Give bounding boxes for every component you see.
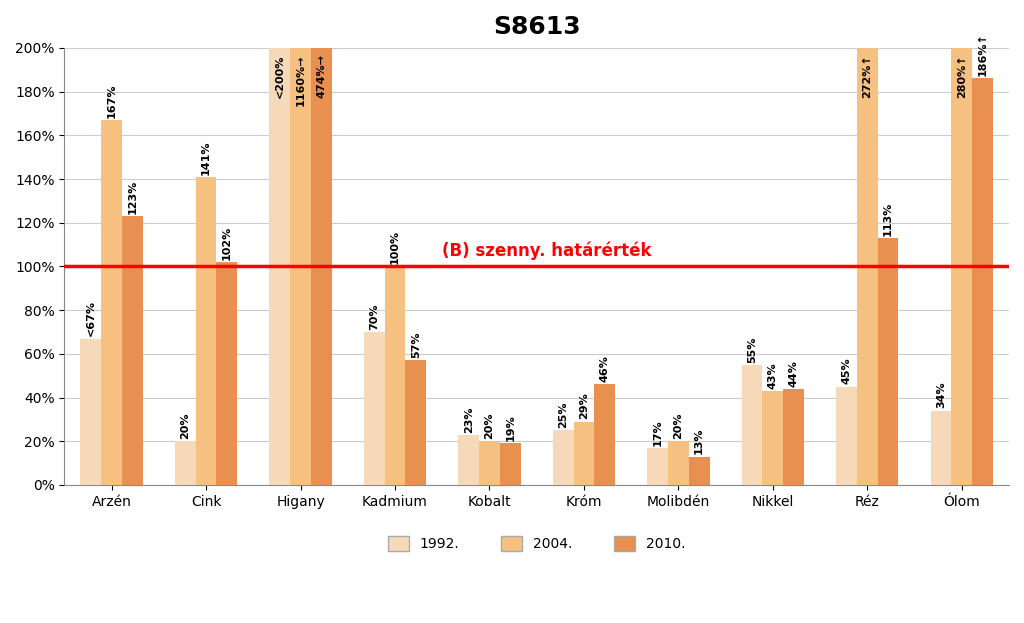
Text: 46%: 46% (600, 355, 609, 383)
Bar (269, 48, 290, 485)
Text: 474%→: 474%→ (316, 54, 327, 98)
Text: 100%: 100% (390, 230, 400, 264)
Text: 43%: 43% (768, 362, 778, 389)
Bar (479, 441, 500, 485)
Bar (290, 48, 311, 485)
Bar (500, 444, 520, 485)
Bar (459, 435, 479, 485)
Legend: 1992., 2004., 2010.: 1992., 2004., 2010. (382, 531, 691, 557)
Text: 29%: 29% (579, 392, 589, 419)
Text: <200%: <200% (274, 54, 285, 98)
Text: 55%: 55% (748, 336, 757, 363)
Text: <67%: <67% (86, 300, 96, 336)
Bar (972, 78, 993, 485)
Bar (122, 216, 142, 485)
Bar (175, 441, 196, 485)
Bar (216, 262, 238, 485)
Text: 141%: 141% (201, 140, 211, 174)
Bar (406, 361, 426, 485)
Text: 57%: 57% (411, 331, 421, 358)
Text: 280%↑: 280%↑ (956, 54, 967, 98)
Text: 20%: 20% (180, 412, 190, 439)
Text: 167%: 167% (106, 83, 117, 118)
Text: 34%: 34% (936, 382, 946, 409)
Text: 272%↑: 272%↑ (862, 54, 872, 98)
Text: 113%: 113% (883, 202, 893, 236)
Text: 186%↑: 186%↑ (978, 32, 987, 76)
Text: 17%: 17% (652, 419, 663, 445)
Text: 13%: 13% (694, 428, 705, 454)
Bar (741, 365, 763, 485)
Bar (763, 391, 783, 485)
Text: 45%: 45% (842, 358, 852, 384)
Text: 70%: 70% (370, 303, 379, 330)
Bar (196, 177, 216, 485)
Text: 123%: 123% (127, 180, 137, 214)
Text: 23%: 23% (464, 406, 474, 432)
Title: S8613: S8613 (493, 15, 581, 39)
Text: 1160%→: 1160%→ (296, 54, 305, 106)
Bar (573, 422, 594, 485)
Bar (311, 48, 332, 485)
Text: 20%: 20% (484, 412, 495, 439)
Text: 19%: 19% (505, 414, 515, 441)
Text: 102%: 102% (222, 226, 231, 260)
Bar (364, 332, 385, 485)
Bar (594, 384, 615, 485)
Bar (857, 48, 878, 485)
Text: 20%: 20% (674, 412, 683, 439)
Bar (553, 430, 573, 485)
Bar (837, 387, 857, 485)
Bar (931, 411, 951, 485)
Bar (385, 267, 406, 485)
Text: (B) szenny. határérték: (B) szenny. határérték (442, 241, 651, 260)
Bar (689, 457, 710, 485)
Bar (668, 441, 689, 485)
Bar (951, 48, 972, 485)
Text: 25%: 25% (558, 402, 568, 428)
Bar (783, 389, 804, 485)
Bar (647, 448, 668, 485)
Bar (878, 238, 898, 485)
Text: 44%: 44% (788, 359, 799, 387)
Bar (101, 120, 122, 485)
Bar (81, 338, 101, 485)
